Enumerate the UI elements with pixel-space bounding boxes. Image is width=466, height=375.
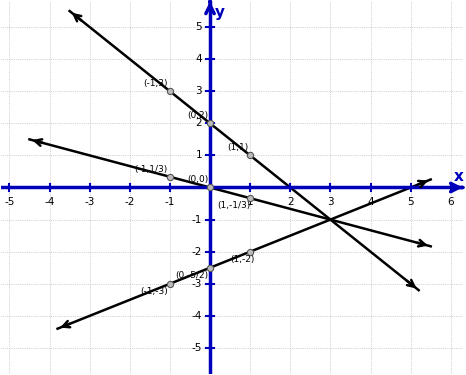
Text: -2: -2 <box>192 247 202 256</box>
Text: (1,1): (1,1) <box>227 143 248 152</box>
Text: -5: -5 <box>4 197 14 207</box>
Text: (-1,-3): (-1,-3) <box>140 287 168 296</box>
Text: -1: -1 <box>192 214 202 225</box>
Text: (0,2): (0,2) <box>187 111 208 120</box>
Text: 2: 2 <box>287 197 294 207</box>
Text: -3: -3 <box>84 197 95 207</box>
Text: (0,0): (0,0) <box>187 175 208 184</box>
Text: (1,-2): (1,-2) <box>230 255 254 264</box>
Text: (0,-5/2): (0,-5/2) <box>175 271 208 280</box>
Text: 4: 4 <box>367 197 374 207</box>
Text: 1: 1 <box>247 197 254 207</box>
Text: 2: 2 <box>195 118 202 128</box>
Text: 3: 3 <box>327 197 334 207</box>
Text: (-1,1/3): (-1,1/3) <box>135 165 168 174</box>
Text: -4: -4 <box>44 197 55 207</box>
Text: 5: 5 <box>407 197 414 207</box>
Text: -2: -2 <box>124 197 135 207</box>
Text: (-1,3): (-1,3) <box>144 79 168 88</box>
Text: (1,-1/3): (1,-1/3) <box>217 201 250 210</box>
Text: y: y <box>215 4 225 20</box>
Text: -3: -3 <box>192 279 202 289</box>
Text: -5: -5 <box>192 343 202 353</box>
Text: 5: 5 <box>195 22 202 32</box>
Text: 1: 1 <box>195 150 202 160</box>
Text: -4: -4 <box>192 311 202 321</box>
Text: 3: 3 <box>195 86 202 96</box>
Text: x: x <box>454 169 464 184</box>
Text: 4: 4 <box>195 54 202 64</box>
Text: 6: 6 <box>447 197 454 207</box>
Text: -1: -1 <box>164 197 175 207</box>
